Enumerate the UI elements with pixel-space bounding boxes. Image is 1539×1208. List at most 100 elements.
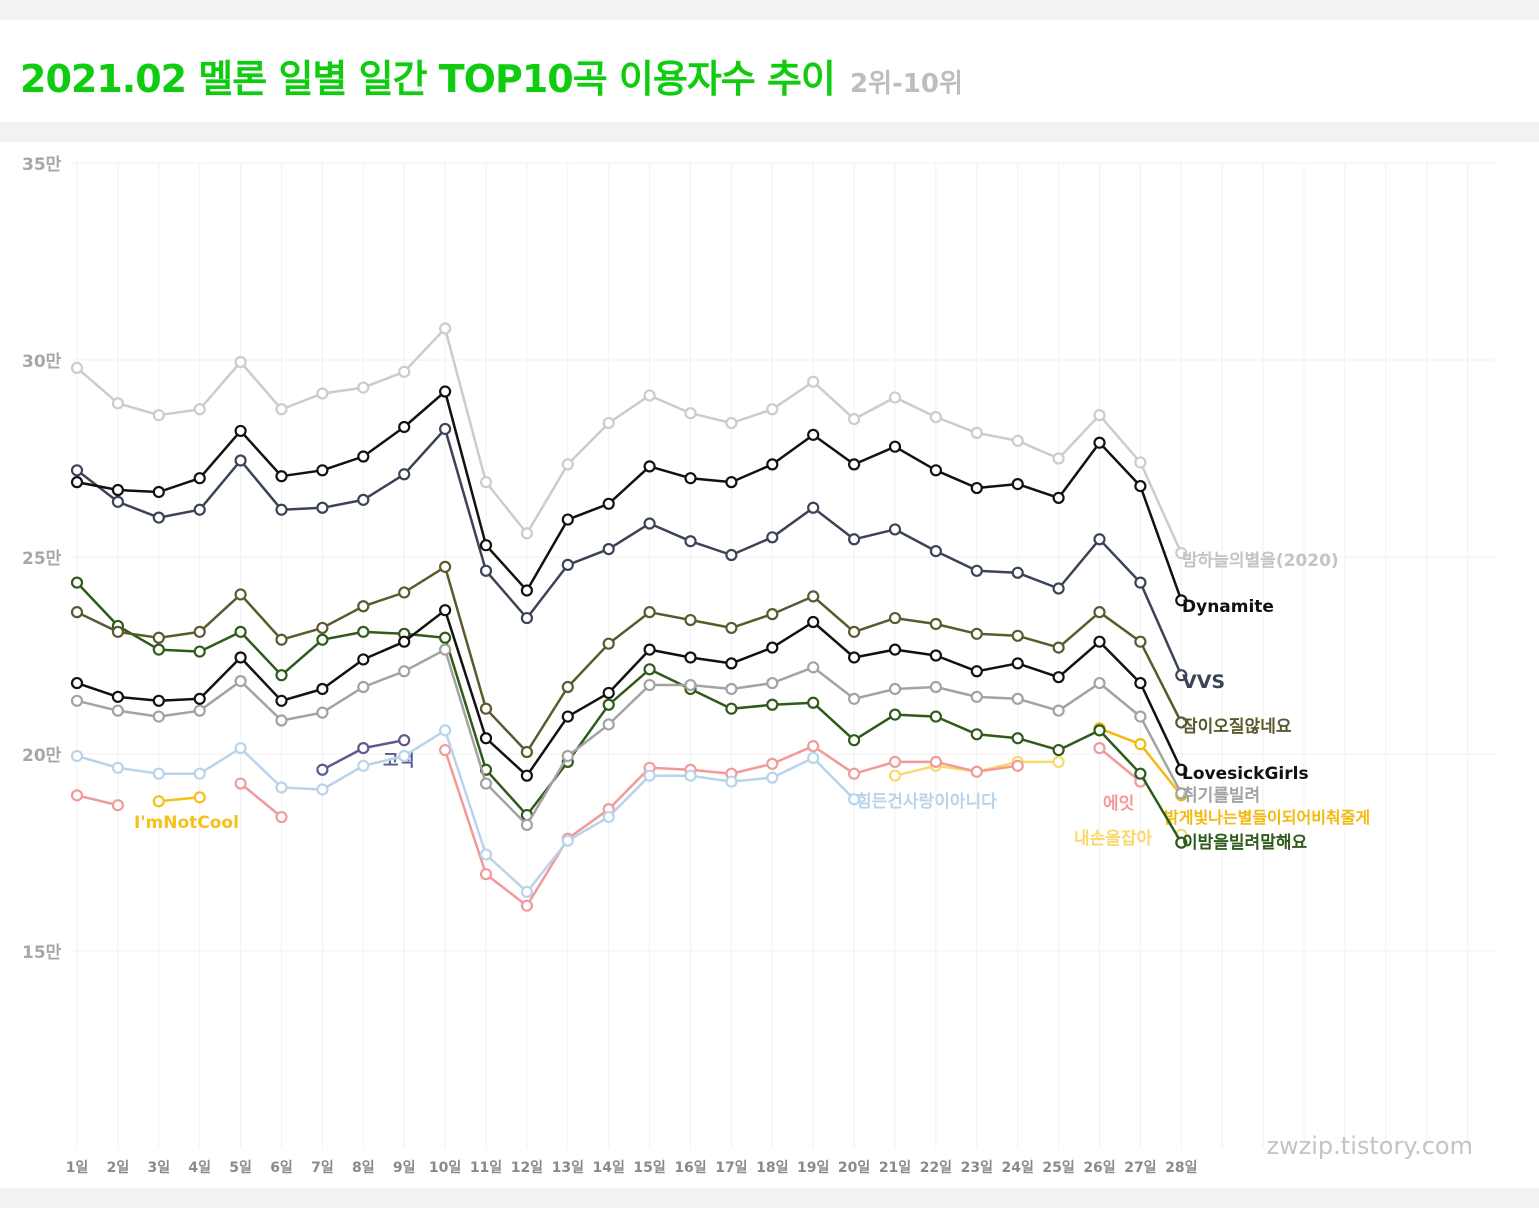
data-point bbox=[1175, 716, 1188, 729]
data-point bbox=[152, 710, 165, 723]
x-tick-label: 21일 bbox=[879, 1160, 911, 1176]
data-point bbox=[1052, 491, 1065, 504]
data-point bbox=[275, 633, 288, 646]
data-point bbox=[1134, 479, 1147, 493]
x-tick-label: 6일 bbox=[270, 1160, 293, 1176]
data-point bbox=[111, 483, 125, 497]
series-2: 고백 bbox=[316, 734, 414, 776]
data-point bbox=[152, 631, 165, 644]
chart-subtitle: 2위-10위 bbox=[850, 69, 963, 99]
data-point bbox=[70, 749, 84, 763]
data-point bbox=[439, 560, 452, 573]
data-point bbox=[275, 403, 288, 416]
data-point bbox=[1011, 478, 1024, 491]
data-point bbox=[561, 834, 574, 847]
data-point bbox=[479, 777, 493, 790]
data-point bbox=[725, 416, 738, 430]
series-line bbox=[76, 327, 1183, 554]
data-point bbox=[70, 361, 84, 374]
data-point bbox=[807, 375, 820, 388]
y-tick-label: 15만 bbox=[22, 943, 62, 963]
data-point bbox=[111, 704, 125, 717]
data-point bbox=[70, 576, 84, 589]
data-point bbox=[602, 698, 615, 711]
x-tick-label: 13일 bbox=[552, 1160, 584, 1176]
data-point bbox=[970, 564, 983, 577]
x-tick-label: 9일 bbox=[393, 1160, 416, 1176]
x-tick-label: 7일 bbox=[311, 1160, 334, 1176]
data-point bbox=[725, 476, 738, 489]
data-point bbox=[1052, 671, 1065, 684]
data-point bbox=[970, 728, 983, 741]
data-point bbox=[1052, 704, 1065, 717]
data-point bbox=[439, 743, 452, 757]
data-point bbox=[193, 403, 206, 416]
data-point bbox=[1175, 836, 1188, 849]
data-point bbox=[766, 698, 779, 711]
header-divider-band bbox=[0, 122, 1539, 142]
series-6: 이밤을빌려말해요 bbox=[70, 576, 1307, 853]
x-tick-label: 23일 bbox=[961, 1160, 993, 1176]
chart-header: 2021.02 멜론 일별 일간 TOP10곡 이용자수 추이 2위-10위 bbox=[20, 48, 963, 103]
data-point bbox=[152, 795, 165, 808]
data-point bbox=[520, 818, 534, 832]
data-point bbox=[1093, 533, 1106, 546]
data-point bbox=[520, 899, 534, 912]
series-line bbox=[76, 794, 119, 807]
series-12: 밤하늘의별을(2020) bbox=[70, 322, 1339, 571]
series-line bbox=[76, 608, 1183, 777]
data-point bbox=[1134, 456, 1147, 469]
data-point bbox=[1093, 635, 1106, 648]
series-line bbox=[76, 729, 855, 894]
data-point bbox=[1134, 635, 1147, 648]
data-point bbox=[970, 481, 983, 495]
data-point bbox=[316, 783, 329, 796]
data-point bbox=[520, 611, 534, 625]
series-line bbox=[76, 581, 1183, 844]
data-point bbox=[643, 606, 656, 619]
series-label: 에잇 bbox=[1103, 794, 1134, 814]
data-point bbox=[1093, 741, 1106, 755]
x-tick-label: 1일 bbox=[66, 1160, 89, 1176]
data-point bbox=[357, 450, 370, 463]
data-point bbox=[929, 755, 943, 768]
data-point bbox=[807, 501, 820, 514]
data-point bbox=[152, 694, 165, 707]
x-tick-label: 20일 bbox=[838, 1160, 870, 1176]
series-line bbox=[76, 390, 1183, 601]
data-point bbox=[847, 692, 861, 705]
data-point bbox=[766, 641, 779, 654]
data-point bbox=[684, 678, 697, 692]
series-8: LovesickGirls bbox=[70, 604, 1309, 784]
data-point bbox=[1052, 743, 1065, 757]
data-point bbox=[111, 397, 125, 410]
data-point bbox=[439, 322, 452, 335]
x-tick-label: 24일 bbox=[1002, 1160, 1034, 1176]
series-label: 이밤을빌려말해요 bbox=[1182, 832, 1307, 853]
data-point bbox=[602, 416, 615, 430]
data-point bbox=[479, 732, 493, 745]
data-point bbox=[193, 704, 206, 717]
data-point bbox=[275, 694, 288, 707]
data-point bbox=[70, 476, 84, 489]
data-point bbox=[766, 531, 779, 544]
data-point bbox=[929, 464, 943, 477]
series-label: Dynamite bbox=[1182, 597, 1274, 617]
series-line bbox=[76, 648, 1183, 827]
data-point bbox=[643, 389, 656, 402]
data-point bbox=[602, 543, 615, 556]
data-point bbox=[684, 613, 697, 627]
data-point bbox=[847, 793, 861, 806]
data-point bbox=[70, 789, 84, 802]
data-point bbox=[479, 564, 493, 577]
data-point bbox=[888, 755, 902, 768]
data-point bbox=[193, 692, 206, 705]
data-point bbox=[398, 665, 411, 678]
data-point bbox=[725, 548, 738, 562]
data-point bbox=[847, 734, 861, 747]
data-point bbox=[193, 503, 206, 516]
data-point bbox=[602, 810, 615, 824]
data-point bbox=[193, 625, 206, 638]
data-point bbox=[479, 868, 493, 881]
data-point bbox=[70, 694, 84, 707]
